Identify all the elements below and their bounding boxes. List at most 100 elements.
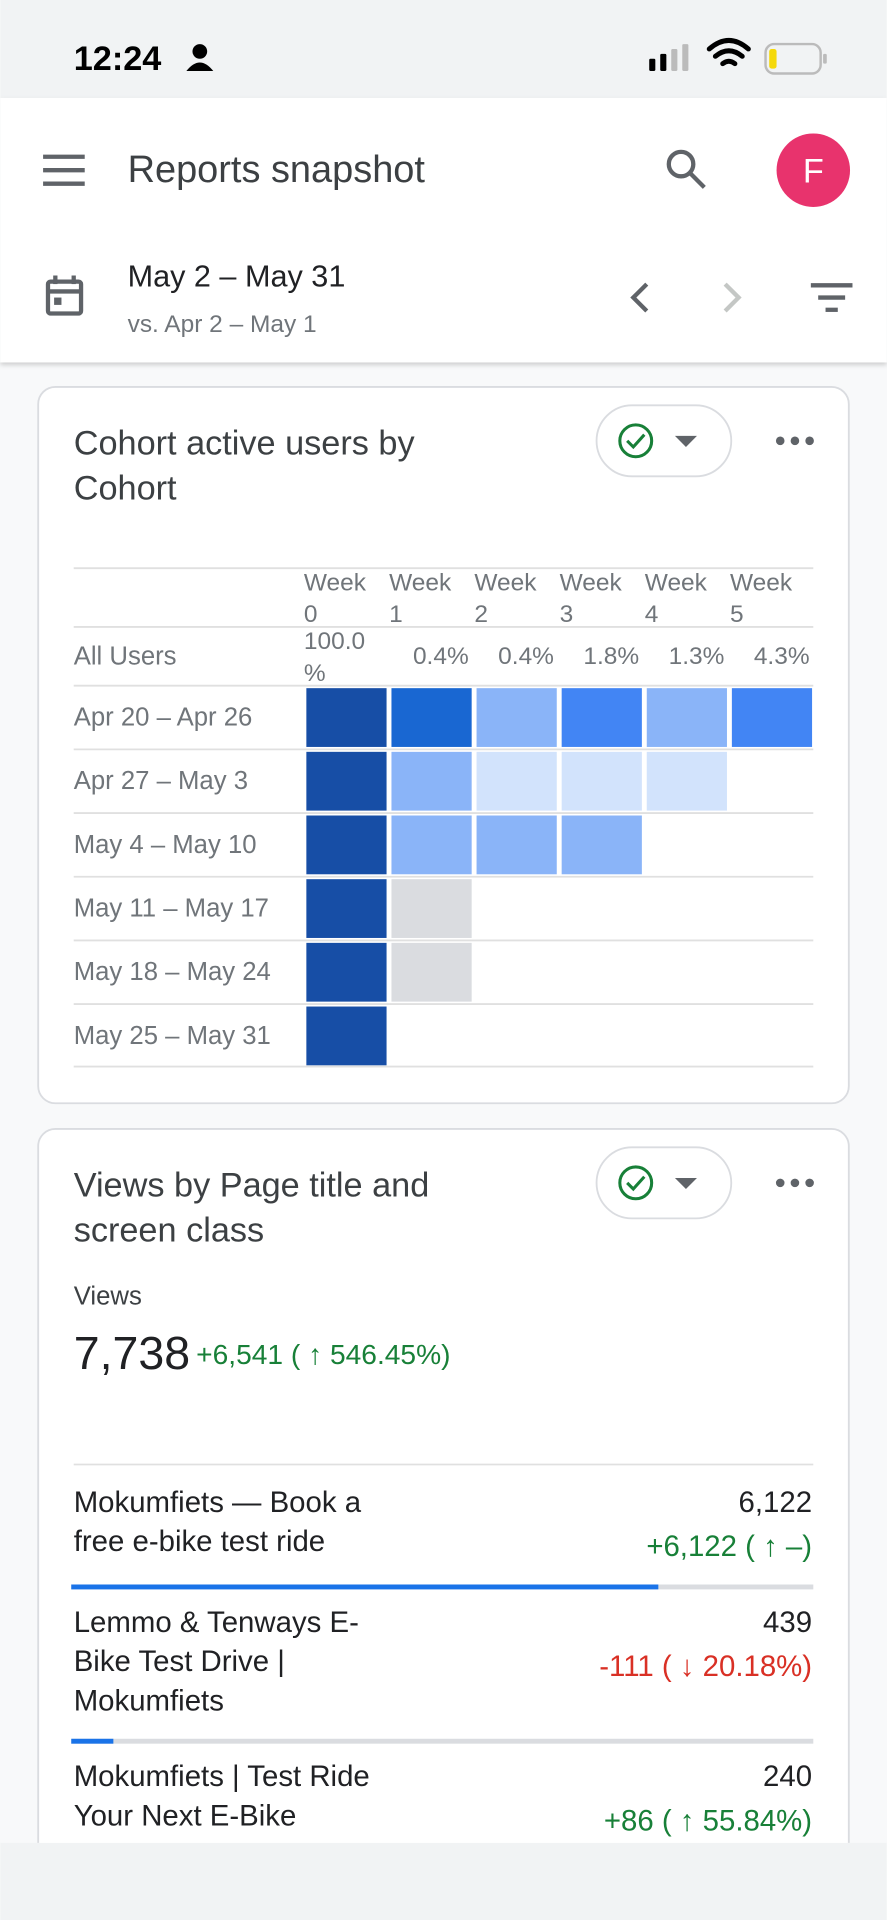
all-users-value: % [304,660,326,687]
date-range[interactable]: May 2 – May 31 [128,260,346,294]
next-button [723,282,742,313]
column-header: 4 [645,601,659,628]
page-title-cell: Mokumfiets | Test Ride [74,1760,370,1793]
page-views-change: -111 ( ↓ 20.18%) [599,1650,812,1683]
more-dot [790,436,800,446]
share-track [71,1738,814,1744]
cohort-cell [646,751,727,811]
more-dot [790,1178,800,1188]
views-card [37,1128,850,1843]
page-title-cell: free e-bike test ride [74,1525,325,1558]
cohort-cell [561,751,642,811]
page-views: 439 [763,1606,812,1639]
cohort-cell [561,815,642,875]
cohort-cell [391,815,472,875]
page-views: 6,122 [739,1486,813,1519]
check-mark [626,433,646,450]
metric-label: Views [74,1283,142,1311]
search-button[interactable] [666,149,706,189]
column-header: 0 [304,601,318,628]
all-users-value: 0.4% [498,643,554,670]
column-header: Week [474,569,537,596]
column-header: Week [304,569,367,596]
row-label: All Users [74,642,177,670]
card-title: screen class [74,1212,264,1250]
menu-button[interactable] [43,154,85,186]
card-title: Cohort [74,470,177,508]
cohort-cell [391,942,472,1002]
cohort-cell [391,879,472,938]
dropdown-caret [674,435,697,447]
more-dot [805,1178,814,1188]
cohort-cell [306,942,387,1002]
cohort-cell [391,688,472,747]
row-label: Apr 27 – May 3 [74,767,248,795]
cohort-cell [476,688,557,747]
comparison-toggle[interactable] [595,404,733,478]
avatar[interactable] [776,133,851,207]
cohort-cell [391,751,472,811]
all-users-value: 4.3% [754,643,810,670]
page-title-cell: Your Next E-Bike [74,1799,297,1832]
all-users-value: 1.3% [669,643,725,670]
row-label: May 4 – May 10 [74,831,257,859]
row-label: Apr 20 – Apr 26 [74,704,253,732]
app-bar [0,97,887,363]
page-title-cell: Lemmo & Tenways E- [74,1606,359,1639]
column-header: Week [560,569,623,596]
page-views-change: +86 ( ↑ 55.84%) [604,1804,812,1837]
page-title-cell: Mokumfiets [74,1684,224,1717]
cohort-cell [731,688,813,747]
metric-total: 7,738 [74,1327,190,1379]
column-header: Week [389,569,452,596]
all-users-value: 100.0 [304,628,365,655]
row-label: May 11 – May 17 [74,895,269,923]
more-dot [805,436,814,446]
check-mark [626,1175,646,1192]
calendar-icon[interactable] [45,275,84,316]
column-header: 2 [474,601,488,628]
battery-icon [764,42,827,75]
cohort-cell [306,815,387,875]
all-users-value: 0.4% [413,643,469,670]
column-header: 5 [730,601,744,628]
column-header: Week [730,569,793,596]
comparison-toggle[interactable] [595,1146,733,1220]
signal-icon [649,44,689,72]
status-time: 12:24 [74,40,162,78]
all-users-value: 1.8% [583,643,639,670]
cohort-cell [306,1006,387,1066]
status-person-icon [186,44,214,72]
check-icon [618,1165,654,1201]
page-title: Reports snapshot [128,149,426,191]
share-bar [71,1738,114,1744]
column-header: Week [645,569,708,596]
previous-button[interactable] [630,282,649,313]
cards: Cohort active users by Cohort Week 0 Week 1 We… [37,386,850,1843]
row-label: May 25 – May 31 [74,1022,271,1050]
page-views: 240 [763,1760,812,1793]
page-title-cell: Bike Test Drive | [74,1645,285,1678]
metric-change: +6,541 ( ↑ 546.45%) [196,1339,450,1370]
cohort-cell [306,879,387,938]
cohort-cell [476,751,557,811]
cohort-cell [476,815,557,875]
page-title-cell: Mokumfiets — Book a [74,1486,362,1519]
cohort-cell [306,751,387,811]
card-title: Views by Page title and [74,1166,430,1204]
share-bar [71,1584,659,1590]
filter-button[interactable] [810,283,853,312]
check-icon [618,423,654,459]
more-dot [775,1178,785,1188]
column-header: 1 [389,601,403,628]
comparison-range: vs. Apr 2 – May 1 [128,311,317,338]
avatar-letter: F [803,152,824,190]
cohort-cell [561,688,642,747]
dropdown-caret [674,1177,697,1189]
cohort-cell [646,688,727,747]
page-views-change: +6,122 ( ↑ –) [646,1530,812,1563]
cohort-cell [306,688,387,747]
wifi-icon [706,37,751,67]
